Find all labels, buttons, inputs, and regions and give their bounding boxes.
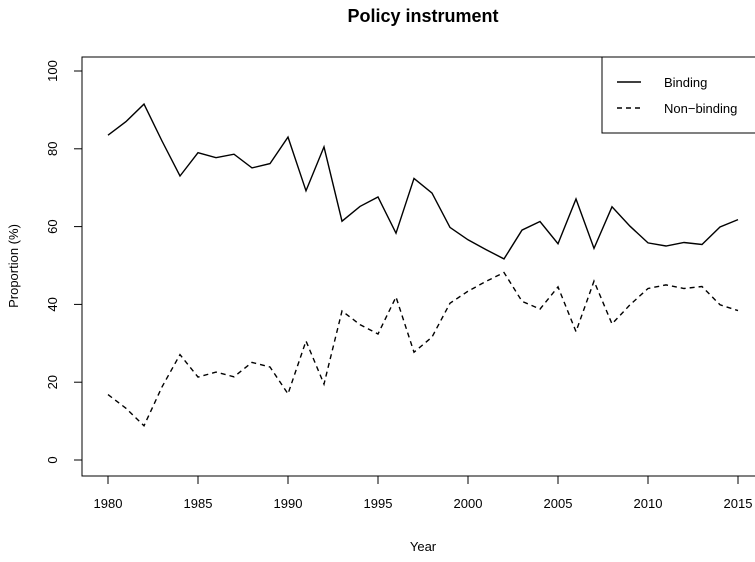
- series-layer: [107, 102, 739, 427]
- chart-title: Policy instrument: [347, 6, 498, 26]
- y-axis-label: Proportion (%): [6, 224, 21, 308]
- legend: Binding Non−binding: [601, 56, 755, 134]
- y-tick-label: 0: [45, 456, 60, 463]
- x-tick-label: 2005: [544, 496, 573, 511]
- y-tick-label: 60: [45, 219, 60, 233]
- y-axis: 0 20 40 60 80 100: [45, 60, 83, 464]
- legend-label-non-binding: Non−binding: [664, 101, 737, 116]
- series-line-non-binding: [107, 271, 739, 427]
- x-tick-label: 2000: [454, 496, 483, 511]
- x-tick-label: 1985: [184, 496, 213, 511]
- y-tick-label: 100: [45, 60, 60, 82]
- series-line-binding: [107, 102, 739, 260]
- x-tick-label: 1995: [364, 496, 393, 511]
- y-tick-label: 40: [45, 297, 60, 311]
- legend-label-binding: Binding: [664, 75, 707, 90]
- x-axis: 1980 1985 1990 1995 2000 2005 2010 2015: [94, 475, 753, 511]
- x-tick-label: 2010: [634, 496, 663, 511]
- legend-box: [601, 56, 755, 134]
- x-tick-label: 1990: [274, 496, 303, 511]
- y-tick-label: 20: [45, 375, 60, 389]
- x-tick-label: 1980: [94, 496, 123, 511]
- y-tick-label: 80: [45, 142, 60, 156]
- x-axis-label: Year: [410, 539, 437, 554]
- x-tick-label: 2015: [724, 496, 753, 511]
